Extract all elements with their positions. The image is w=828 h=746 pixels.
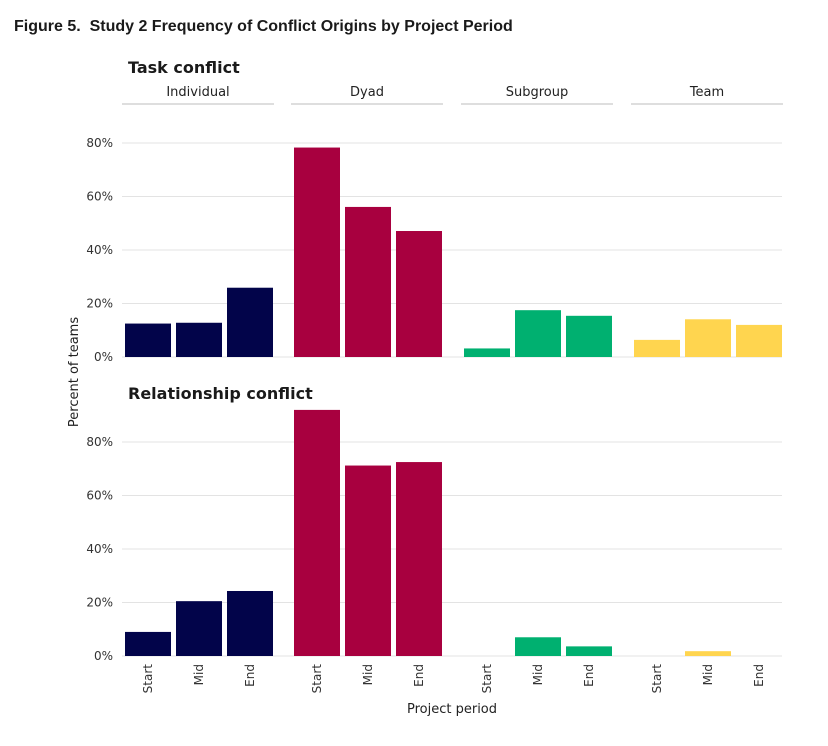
figure-title: Figure 5. Study 2 Frequency of Conflict … xyxy=(14,18,513,35)
bar-individual-mid xyxy=(176,601,222,656)
x-tick-label: Mid xyxy=(361,664,375,685)
bar-dyad-mid xyxy=(345,465,391,656)
x-tick-label: End xyxy=(243,664,257,687)
task-conflict-panel: Task conflict 0% 20% 40% 60% 80% xyxy=(86,58,782,364)
x-tick-label: Mid xyxy=(531,664,545,685)
bar-team-start xyxy=(634,339,680,357)
relationship-conflict-panel: Relationship conflict 0% 20% 40% 60% 80% xyxy=(86,384,782,663)
bar-dyad-start xyxy=(294,409,340,656)
bar-subgroup-end xyxy=(566,315,612,357)
bar-subgroup-end xyxy=(566,646,612,656)
y-tick-label: 20% xyxy=(86,596,113,610)
bar-subgroup-mid xyxy=(515,637,561,656)
y-tick-label: 80% xyxy=(86,136,113,150)
x-tick-label: End xyxy=(582,664,596,687)
y-tick-label: 40% xyxy=(86,243,113,257)
bar-individual-mid xyxy=(176,322,222,357)
relationship-conflict-title: Relationship conflict xyxy=(128,384,313,403)
x-tick-label: Start xyxy=(480,664,494,694)
x-tick-label: Start xyxy=(310,664,324,694)
facet-label-team: Team xyxy=(689,85,724,100)
facet-label-dyad: Dyad xyxy=(350,85,384,100)
x-tick-label: End xyxy=(412,664,426,687)
y-tick-label: 0% xyxy=(94,649,113,663)
bar-individual-start xyxy=(125,323,171,357)
bar-team-mid xyxy=(685,319,731,357)
y-tick-label: 40% xyxy=(86,542,113,556)
x-tick-label: End xyxy=(752,664,766,687)
x-axis-title: Project period xyxy=(407,702,497,717)
y-tick-label: 80% xyxy=(86,435,113,449)
bar-team-mid xyxy=(685,651,731,656)
bar-dyad-end xyxy=(396,231,442,357)
y-tick-label: 60% xyxy=(86,489,113,503)
y-tick-label: 20% xyxy=(86,297,113,311)
y-tick-label: 60% xyxy=(86,190,113,204)
bar-dyad-start xyxy=(294,147,340,357)
y-axis-title: Percent of teams xyxy=(67,317,82,427)
facet-label-individual: Individual xyxy=(166,85,229,100)
bar-subgroup-mid xyxy=(515,310,561,357)
x-tick-label: Mid xyxy=(192,664,206,685)
bar-individual-start xyxy=(125,631,171,656)
bar-dyad-end xyxy=(396,462,442,656)
x-tick-label: Mid xyxy=(701,664,715,685)
facet-label-subgroup: Subgroup xyxy=(506,85,569,100)
bar-dyad-mid xyxy=(345,206,391,357)
x-tick-label: Start xyxy=(650,664,664,694)
bar-individual-end xyxy=(227,287,273,357)
bar-individual-end xyxy=(227,590,273,656)
y-tick-label: 0% xyxy=(94,350,113,364)
bar-subgroup-start xyxy=(464,348,510,357)
bar-team-end xyxy=(736,324,782,357)
x-tick-label: Start xyxy=(141,664,155,694)
task-conflict-title: Task conflict xyxy=(128,58,240,77)
